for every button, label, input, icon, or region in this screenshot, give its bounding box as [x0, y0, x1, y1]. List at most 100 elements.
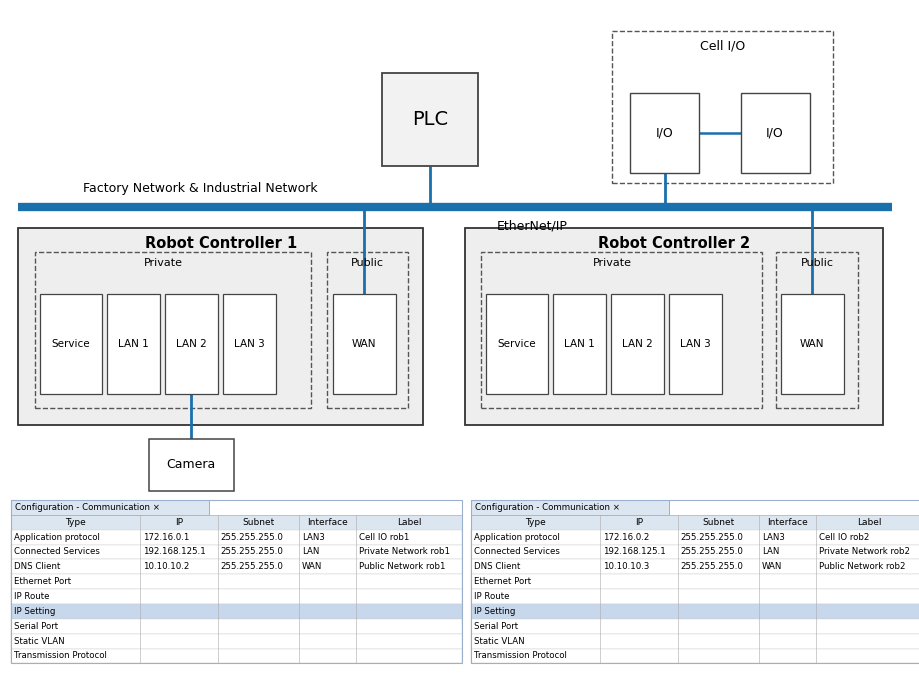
Text: Connected Services: Connected Services — [473, 547, 559, 556]
Bar — [481, 252, 761, 408]
Bar — [485, 294, 548, 394]
Bar — [11, 648, 461, 663]
Text: Service: Service — [497, 339, 536, 349]
Text: 255.255.255.0: 255.255.255.0 — [680, 547, 743, 556]
Text: PLC: PLC — [412, 110, 448, 129]
Text: IP: IP — [175, 518, 183, 527]
Text: 255.255.255.0: 255.255.255.0 — [680, 562, 743, 571]
Text: DNS Client: DNS Client — [14, 562, 60, 571]
Text: LAN 3: LAN 3 — [679, 339, 710, 349]
Bar — [11, 619, 461, 634]
Text: Subnet: Subnet — [242, 518, 275, 527]
Text: Label: Label — [856, 518, 880, 527]
Text: Label: Label — [396, 518, 421, 527]
Text: Transmission Protocol: Transmission Protocol — [14, 652, 107, 661]
Text: Cell I/O: Cell I/O — [698, 40, 744, 53]
Text: Ethernet Port: Ethernet Port — [14, 577, 71, 586]
Text: Application protocol: Application protocol — [473, 533, 559, 542]
Text: LAN: LAN — [301, 547, 319, 556]
Bar — [326, 252, 407, 408]
Bar — [11, 560, 461, 574]
Text: 255.255.255.0: 255.255.255.0 — [680, 533, 743, 542]
Bar — [552, 294, 606, 394]
Bar — [18, 228, 423, 425]
Text: WAN: WAN — [352, 339, 376, 349]
Text: Private: Private — [144, 258, 183, 268]
Text: Serial Port: Serial Port — [14, 622, 58, 631]
Bar — [464, 228, 882, 425]
Text: IP Setting: IP Setting — [14, 607, 55, 616]
Text: WAN: WAN — [301, 562, 322, 571]
Text: 10.10.10.3: 10.10.10.3 — [602, 562, 648, 571]
Bar — [740, 93, 809, 173]
Text: 192.168.125.1: 192.168.125.1 — [602, 547, 664, 556]
Text: Static VLAN: Static VLAN — [14, 636, 64, 645]
Bar — [471, 604, 919, 619]
Text: WAN: WAN — [800, 339, 823, 349]
Text: LAN3: LAN3 — [761, 533, 784, 542]
Text: 255.255.255.0: 255.255.255.0 — [221, 547, 283, 556]
Bar — [107, 294, 160, 394]
Text: Public: Public — [350, 258, 383, 268]
Text: LAN 1: LAN 1 — [118, 339, 149, 349]
Text: Private: Private — [592, 258, 631, 268]
Text: Interface: Interface — [307, 518, 347, 527]
Text: Ethernet Port: Ethernet Port — [473, 577, 530, 586]
Bar — [165, 294, 218, 394]
Text: Public Network rob2: Public Network rob2 — [818, 562, 904, 571]
Bar — [471, 500, 669, 515]
Bar — [11, 500, 461, 663]
Text: Public Network rob1: Public Network rob1 — [358, 562, 445, 571]
Text: Private Network rob1: Private Network rob1 — [358, 547, 449, 556]
Bar — [668, 294, 721, 394]
Bar — [780, 294, 843, 394]
Text: LAN3: LAN3 — [301, 533, 324, 542]
Text: Robot Controller 2: Robot Controller 2 — [597, 236, 749, 251]
Bar — [333, 294, 395, 394]
Text: LAN: LAN — [761, 547, 778, 556]
Text: Cell IO rob1: Cell IO rob1 — [358, 533, 409, 542]
Bar — [11, 589, 461, 604]
Text: IP Route: IP Route — [473, 592, 509, 601]
Text: 10.10.10.2: 10.10.10.2 — [142, 562, 188, 571]
Text: Private Network rob2: Private Network rob2 — [818, 547, 909, 556]
Bar — [222, 294, 276, 394]
Bar — [11, 634, 461, 648]
Bar — [149, 439, 233, 491]
Text: Static VLAN: Static VLAN — [473, 636, 524, 645]
Text: Camera: Camera — [166, 458, 216, 471]
Text: Connected Services: Connected Services — [14, 547, 99, 556]
Bar — [471, 545, 919, 560]
Bar — [610, 294, 664, 394]
Text: EtherNet/IP: EtherNet/IP — [496, 220, 567, 233]
Bar — [11, 545, 461, 560]
Text: 172.16.0.2: 172.16.0.2 — [602, 533, 648, 542]
Bar — [471, 589, 919, 604]
Bar — [11, 529, 461, 545]
Bar — [611, 31, 832, 183]
Text: I/O: I/O — [766, 126, 783, 140]
Text: 192.168.125.1: 192.168.125.1 — [142, 547, 205, 556]
Text: Public: Public — [800, 258, 833, 268]
Text: I/O: I/O — [655, 126, 673, 140]
Text: Serial Port: Serial Port — [473, 622, 517, 631]
Bar — [471, 619, 919, 634]
Text: Service: Service — [51, 339, 90, 349]
Bar — [471, 529, 919, 545]
Text: LAN 3: LAN 3 — [233, 339, 265, 349]
Text: 255.255.255.0: 255.255.255.0 — [221, 533, 283, 542]
Bar — [630, 93, 698, 173]
Text: Configuration - Communication ×: Configuration - Communication × — [474, 503, 619, 512]
Text: Transmission Protocol: Transmission Protocol — [473, 652, 566, 661]
Text: DNS Client: DNS Client — [473, 562, 519, 571]
Text: Subnet: Subnet — [701, 518, 734, 527]
Text: Cell IO rob2: Cell IO rob2 — [818, 533, 868, 542]
Bar — [381, 73, 478, 166]
Bar — [471, 648, 919, 663]
Bar — [35, 252, 311, 408]
Bar — [471, 634, 919, 648]
Bar — [471, 500, 919, 663]
Bar — [11, 500, 210, 515]
Text: 255.255.255.0: 255.255.255.0 — [221, 562, 283, 571]
Text: Type: Type — [525, 518, 545, 527]
